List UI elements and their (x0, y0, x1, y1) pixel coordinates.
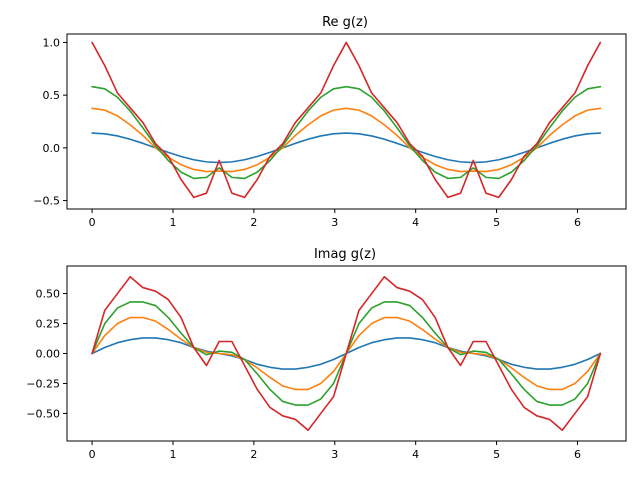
re-g-z-subplot: Re g(z) 0 1 2 3 4 5 6 −0.5 0.0 0.5 1.0 (33, 15, 627, 229)
axis-layer: 0 1 2 3 4 5 6 −0.50 −0.25 0.00 0.25 0.50 (26, 265, 627, 461)
y-tick-label: −0.25 (26, 377, 60, 390)
x-tick-label: 1 (169, 216, 176, 229)
x-tick-label: 5 (493, 448, 500, 461)
x-tick-label: 6 (574, 216, 581, 229)
x-tick-label: 0 (89, 448, 96, 461)
x-tick-label: 2 (250, 216, 257, 229)
x-tick-label: 3 (331, 448, 338, 461)
x-tick-label: 5 (493, 216, 500, 229)
y-tick-label: 0.00 (36, 348, 61, 361)
series-layer (91, 41, 602, 199)
plot-frame (66, 33, 627, 210)
series-line-4 (91, 275, 602, 432)
x-tick-label: 4 (412, 448, 419, 461)
x-tick-label: 4 (412, 216, 419, 229)
series-line-2 (91, 107, 602, 173)
chart-title: Imag g(z) (314, 247, 376, 262)
x-tick-label: 3 (331, 216, 338, 229)
series-line-3 (91, 85, 602, 180)
y-tick-label: 0.50 (36, 288, 61, 301)
y-tick-label: −0.5 (33, 195, 60, 208)
y-tick-label: 0.0 (43, 142, 61, 155)
axis-layer: 0 1 2 3 4 5 6 −0.5 0.0 0.5 1.0 (33, 33, 627, 229)
x-tick-label: 6 (574, 448, 581, 461)
x-tick-label: 0 (89, 216, 96, 229)
imag-g-z-subplot: Imag g(z) 0 1 2 3 4 5 6 −0.50 −0.25 0.00 0.25 0.50 (26, 247, 627, 461)
y-tick-label: 1.0 (43, 36, 61, 49)
x-tick-label: 2 (250, 448, 257, 461)
y-tick-label: 0.25 (36, 318, 61, 331)
y-tick-label: −0.50 (26, 407, 60, 420)
series-line-4 (91, 41, 602, 199)
series-line-1 (91, 132, 602, 164)
chart-title: Re g(z) (322, 15, 368, 30)
y-tick-label: 0.5 (43, 89, 61, 102)
x-tick-label: 1 (169, 448, 176, 461)
series-layer (91, 275, 602, 432)
